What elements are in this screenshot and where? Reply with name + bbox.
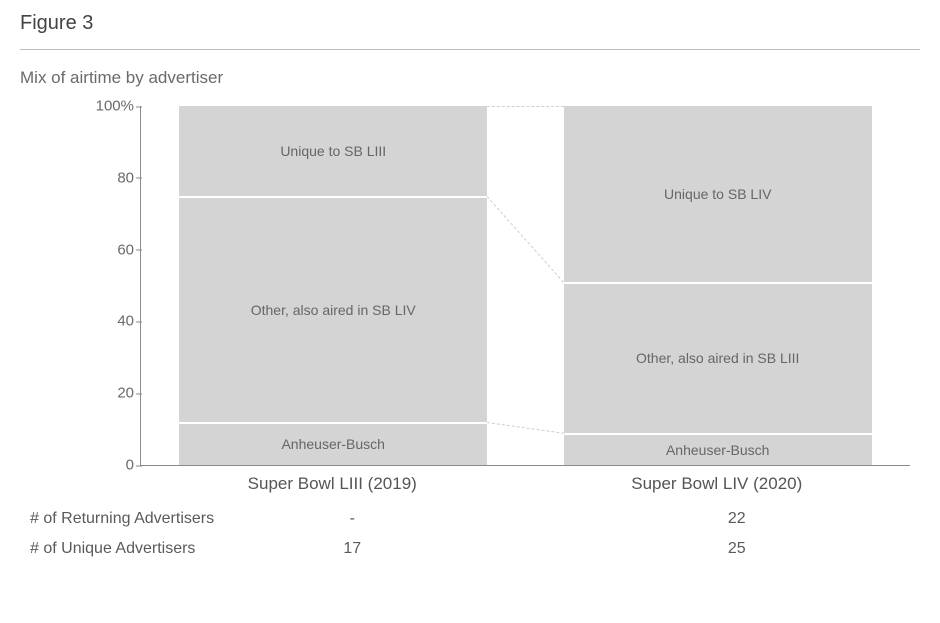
y-tick: 20 (80, 385, 134, 402)
summary-table: # of Returning Advertisers - 22 # of Unique… (30, 504, 920, 564)
x-axis-label: Super Bowl LIII (2019) (248, 474, 417, 494)
x-axis-labels: Super Bowl LIII (2019) Super Bowl LIV (20… (140, 470, 910, 496)
figure-title: Figure 3 (20, 12, 920, 49)
y-tick: 60 (80, 241, 134, 258)
x-axis-label: Super Bowl LIV (2020) (631, 474, 802, 494)
table-cell: - (350, 510, 355, 528)
chart-subtitle: Mix of airtime by advertiser (20, 68, 920, 88)
table-row-label: # of Unique Advertisers (30, 540, 300, 558)
connector-line (487, 196, 565, 283)
connector-line (487, 106, 564, 107)
divider (20, 49, 920, 50)
connector-line (487, 422, 564, 434)
bar-segment: Unique to SB LIII (179, 106, 487, 196)
table-cell: 22 (728, 510, 746, 528)
bar-segment: Other, also aired in SB LIV (179, 196, 487, 422)
y-tick: 80 (80, 169, 134, 186)
table-row: # of Unique Advertisers 17 25 (30, 534, 920, 564)
table-cell: 17 (343, 540, 361, 558)
y-tick: 100% (80, 98, 134, 115)
table-row-label: # of Returning Advertisers (30, 510, 300, 528)
y-axis: 020406080100% (80, 106, 140, 466)
plot-area: Anheuser-BuschOther, also aired in SB LI… (140, 106, 910, 466)
chart: 020406080100% Anheuser-BuschOther, also … (80, 106, 910, 496)
table-cell: 25 (728, 540, 746, 558)
y-tick: 40 (80, 313, 134, 330)
bar-segment: Anheuser-Busch (564, 433, 872, 465)
y-tick: 0 (80, 457, 134, 474)
bar-segment: Anheuser-Busch (179, 422, 487, 465)
bar: Anheuser-BuschOther, also aired in SB LI… (564, 106, 872, 465)
table-row: # of Returning Advertisers - 22 (30, 504, 920, 534)
bar-segment: Other, also aired in SB LIII (564, 282, 872, 433)
bar-segment: Unique to SB LIV (564, 106, 872, 282)
bar: Anheuser-BuschOther, also aired in SB LI… (179, 106, 487, 465)
